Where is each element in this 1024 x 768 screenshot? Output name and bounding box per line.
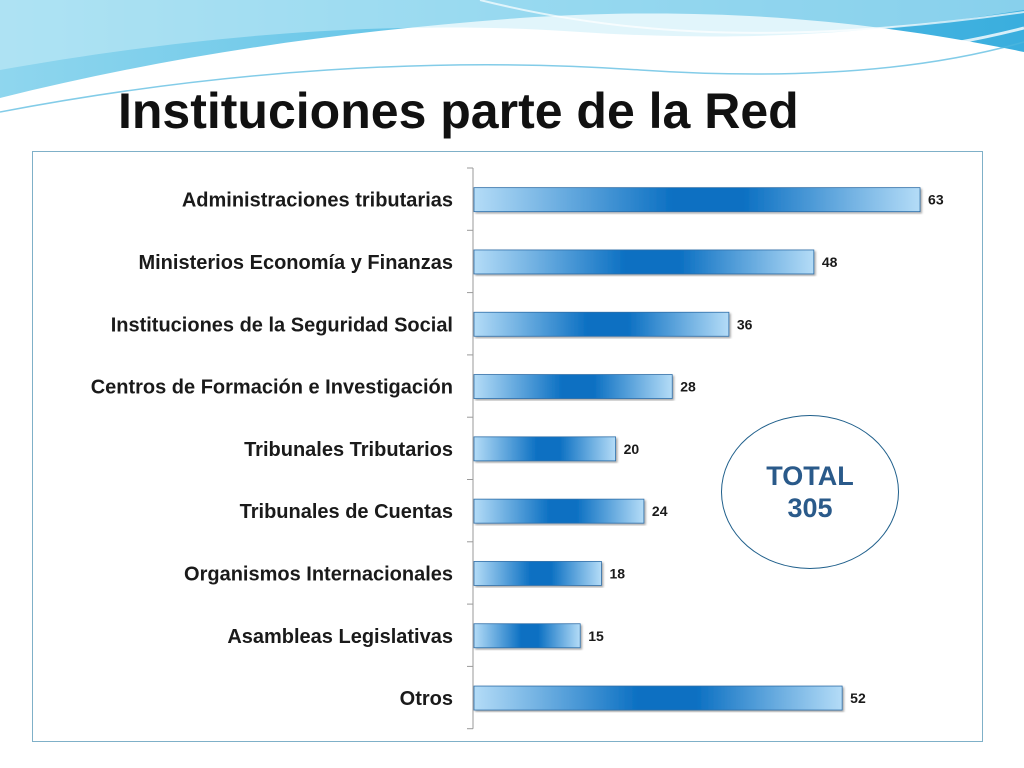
- total-bubble: TOTAL 305: [721, 415, 899, 569]
- category-label: Asambleas Legislativas: [227, 626, 453, 648]
- decorative-wave-header: [0, 0, 1024, 113]
- data-label: 36: [737, 316, 753, 332]
- bar-8: [473, 623, 581, 649]
- data-label: 20: [624, 441, 640, 457]
- category-label: Otros: [400, 688, 453, 710]
- bar-3: [473, 311, 730, 337]
- data-label: 24: [652, 503, 668, 519]
- category-label: Instituciones de la Seguridad Social: [111, 314, 453, 336]
- slide-title: Instituciones parte de la Red: [118, 83, 799, 139]
- total-label: TOTAL: [766, 461, 854, 491]
- category-label: Centros de Formación e Investigación: [91, 377, 453, 399]
- category-label: Ministerios Economía y Finanzas: [138, 252, 453, 274]
- category-label: Tribunales Tributarios: [244, 439, 453, 461]
- data-label: 15: [588, 628, 604, 644]
- bar-2: [473, 249, 815, 275]
- bar-7: [473, 561, 602, 586]
- bar-9: [473, 685, 843, 711]
- data-label: 52: [850, 690, 866, 706]
- category-label: Organismos Internacionales: [184, 563, 453, 585]
- data-label: 48: [822, 254, 838, 270]
- bar-1: [473, 187, 921, 213]
- total-value: 305: [787, 493, 833, 523]
- data-label: 28: [680, 379, 696, 395]
- bar-6: [473, 498, 645, 524]
- category-label: Tribunales de Cuentas: [240, 501, 453, 523]
- bar-4: [473, 374, 673, 399]
- bar-5: [473, 436, 617, 462]
- category-label: Administraciones tributarias: [182, 190, 453, 212]
- chart-frame: [32, 151, 983, 742]
- data-label: 63: [928, 192, 944, 208]
- data-label: 18: [609, 565, 625, 581]
